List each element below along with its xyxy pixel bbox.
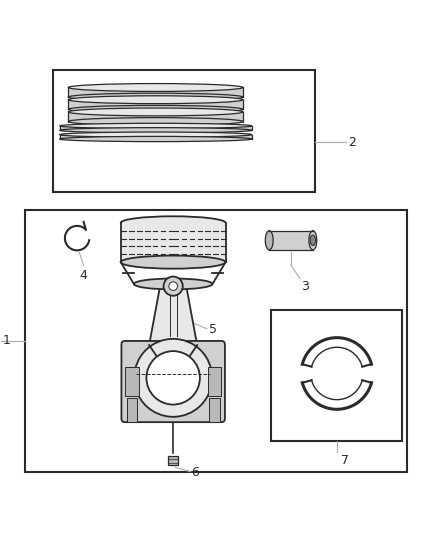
Circle shape	[169, 282, 177, 290]
Ellipse shape	[265, 231, 273, 250]
Text: 7: 7	[341, 454, 349, 467]
Bar	[208, 367, 221, 397]
Text: 2: 2	[348, 135, 356, 149]
Polygon shape	[149, 345, 197, 359]
Ellipse shape	[60, 123, 252, 128]
Polygon shape	[60, 126, 252, 130]
Ellipse shape	[60, 128, 252, 133]
Ellipse shape	[68, 118, 243, 125]
Bar	[125, 367, 138, 397]
Polygon shape	[68, 87, 243, 97]
Bar	[168, 456, 178, 465]
Bar	[209, 398, 219, 422]
Text: 4: 4	[80, 269, 88, 281]
Ellipse shape	[68, 108, 243, 116]
Polygon shape	[68, 100, 243, 109]
Ellipse shape	[310, 235, 315, 246]
Bar	[53, 70, 315, 192]
Bar	[272, 310, 403, 441]
Text: 1: 1	[3, 334, 11, 347]
Ellipse shape	[68, 96, 243, 103]
Ellipse shape	[309, 231, 317, 250]
Ellipse shape	[68, 84, 243, 92]
Text: 6: 6	[191, 466, 199, 479]
Ellipse shape	[121, 256, 226, 269]
Ellipse shape	[68, 93, 243, 101]
Ellipse shape	[68, 106, 243, 113]
Circle shape	[134, 339, 212, 417]
FancyBboxPatch shape	[121, 341, 225, 422]
Bar	[25, 210, 407, 472]
Circle shape	[146, 351, 200, 405]
Ellipse shape	[134, 279, 212, 289]
Circle shape	[163, 277, 183, 296]
Polygon shape	[149, 286, 197, 345]
Ellipse shape	[60, 136, 252, 142]
Polygon shape	[68, 112, 243, 122]
Ellipse shape	[60, 132, 252, 138]
Bar	[127, 398, 137, 422]
Polygon shape	[60, 135, 252, 139]
Bar	[269, 231, 313, 250]
Text: 5: 5	[209, 323, 217, 336]
Ellipse shape	[121, 216, 226, 229]
Bar	[121, 223, 226, 262]
Text: 3: 3	[300, 280, 308, 293]
